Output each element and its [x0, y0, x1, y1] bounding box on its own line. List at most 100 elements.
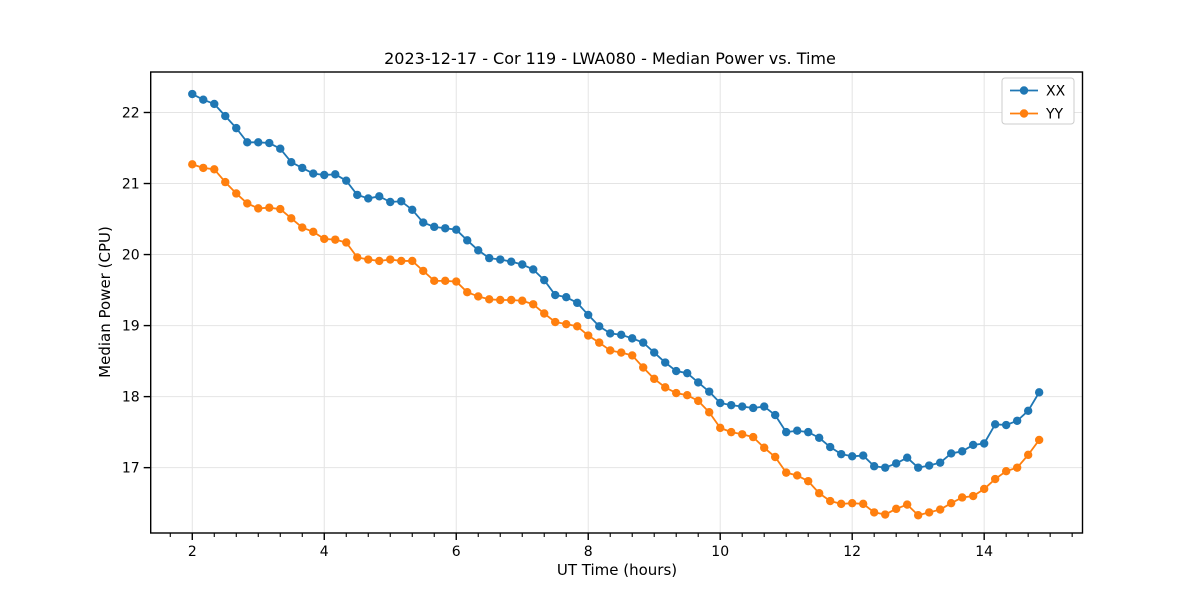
data-point-yy — [309, 227, 318, 237]
data-point-xx — [935, 458, 945, 467]
data-point-xx — [595, 322, 604, 331]
data-point-xx — [463, 236, 472, 245]
data-point-yy — [606, 346, 615, 355]
data-point-xx — [408, 205, 417, 214]
data-point-yy — [814, 489, 824, 498]
data-point-xx — [628, 334, 637, 343]
data-point-yy — [595, 338, 604, 347]
data-point-xx — [320, 170, 329, 180]
data-point-yy — [386, 255, 395, 264]
data-point-yy — [188, 160, 197, 169]
data-point-xx — [485, 253, 494, 263]
y-tick-label: 20 — [122, 248, 140, 264]
data-point-xx — [924, 461, 934, 470]
data-point-yy — [650, 374, 659, 384]
data-point-yy — [210, 165, 219, 174]
data-point-yy — [507, 295, 516, 305]
data-point-xx — [782, 427, 791, 437]
data-point-xx — [650, 348, 659, 357]
data-point-yy — [617, 348, 626, 357]
data-point-yy — [1023, 450, 1033, 460]
data-point-yy — [518, 296, 527, 305]
data-point-xx — [913, 463, 923, 472]
data-point-yy — [760, 443, 769, 452]
data-point-yy — [782, 468, 791, 477]
data-point-yy — [375, 256, 384, 266]
data-point-yy — [858, 499, 868, 509]
data-point-xx — [672, 366, 681, 376]
data-point-yy — [1034, 435, 1044, 445]
data-point-yy — [463, 288, 472, 297]
y-tick-label: 17 — [122, 461, 140, 477]
data-point-yy — [551, 317, 560, 327]
data-point-yy — [408, 256, 417, 266]
data-point-yy — [540, 309, 549, 318]
x-tick-label: 4 — [320, 544, 329, 560]
data-point-xx — [518, 260, 527, 269]
data-point-yy — [705, 408, 714, 417]
data-point-xx — [891, 459, 901, 468]
y-tick-label: 22 — [122, 105, 140, 121]
data-point-yy — [331, 235, 340, 244]
data-point-yy — [935, 505, 945, 514]
data-point-xx — [210, 99, 219, 109]
data-point-yy — [573, 322, 582, 331]
data-point-xx — [880, 463, 890, 472]
data-point-xx — [639, 338, 648, 347]
data-point-yy — [902, 500, 912, 509]
data-point-yy — [825, 496, 835, 506]
series-line-xx — [191, 93, 1040, 469]
x-tick-label: 2 — [188, 544, 197, 560]
data-point-yy — [924, 508, 934, 517]
data-point-xx — [342, 176, 351, 185]
data-point-xx — [287, 158, 296, 167]
data-point-yy — [738, 430, 747, 439]
data-point-xx — [232, 123, 241, 133]
data-point-yy — [353, 253, 362, 262]
data-point-yy — [661, 383, 670, 392]
data-point-xx — [529, 265, 538, 274]
x-tick-label: 8 — [584, 544, 593, 560]
x-tick-label: 12 — [843, 544, 861, 560]
series-layer — [188, 89, 1044, 520]
data-point-xx — [331, 170, 340, 179]
data-point-xx — [353, 190, 362, 200]
data-point-yy — [562, 319, 571, 329]
data-point-xx — [617, 330, 626, 340]
data-point-xx — [749, 403, 758, 413]
data-point-yy — [803, 476, 813, 486]
data-point-xx — [979, 439, 989, 448]
data-point-xx — [661, 358, 670, 367]
data-point-xx — [968, 440, 978, 450]
data-point-yy — [869, 508, 879, 517]
data-point-xx — [562, 292, 571, 302]
data-point-xx — [836, 449, 846, 459]
data-point-yy — [452, 277, 461, 286]
data-point-yy — [441, 276, 450, 286]
data-point-xx — [265, 138, 274, 148]
data-point-yy — [419, 266, 428, 276]
data-point-xx — [419, 218, 428, 227]
data-point-yy — [496, 295, 505, 305]
data-point-yy — [485, 295, 494, 304]
data-point-xx — [375, 192, 384, 201]
legend: XX YY — [1001, 77, 1075, 125]
data-point-xx — [243, 138, 252, 147]
data-point-yy — [276, 204, 285, 214]
data-point-xx — [771, 410, 780, 420]
data-point-yy — [474, 292, 483, 301]
data-point-xx — [705, 387, 714, 396]
data-point-xx — [474, 246, 483, 255]
data-point-xx — [902, 453, 912, 462]
data-point-xx — [254, 138, 263, 147]
grid-layer — [150, 72, 1083, 533]
data-point-xx — [188, 89, 197, 99]
data-point-yy — [793, 471, 802, 480]
data-point-yy — [265, 203, 274, 212]
data-point-yy — [287, 214, 296, 223]
legend-label: YY — [1045, 107, 1064, 123]
y-tick-label: 18 — [122, 390, 140, 406]
data-point-yy — [957, 493, 967, 502]
